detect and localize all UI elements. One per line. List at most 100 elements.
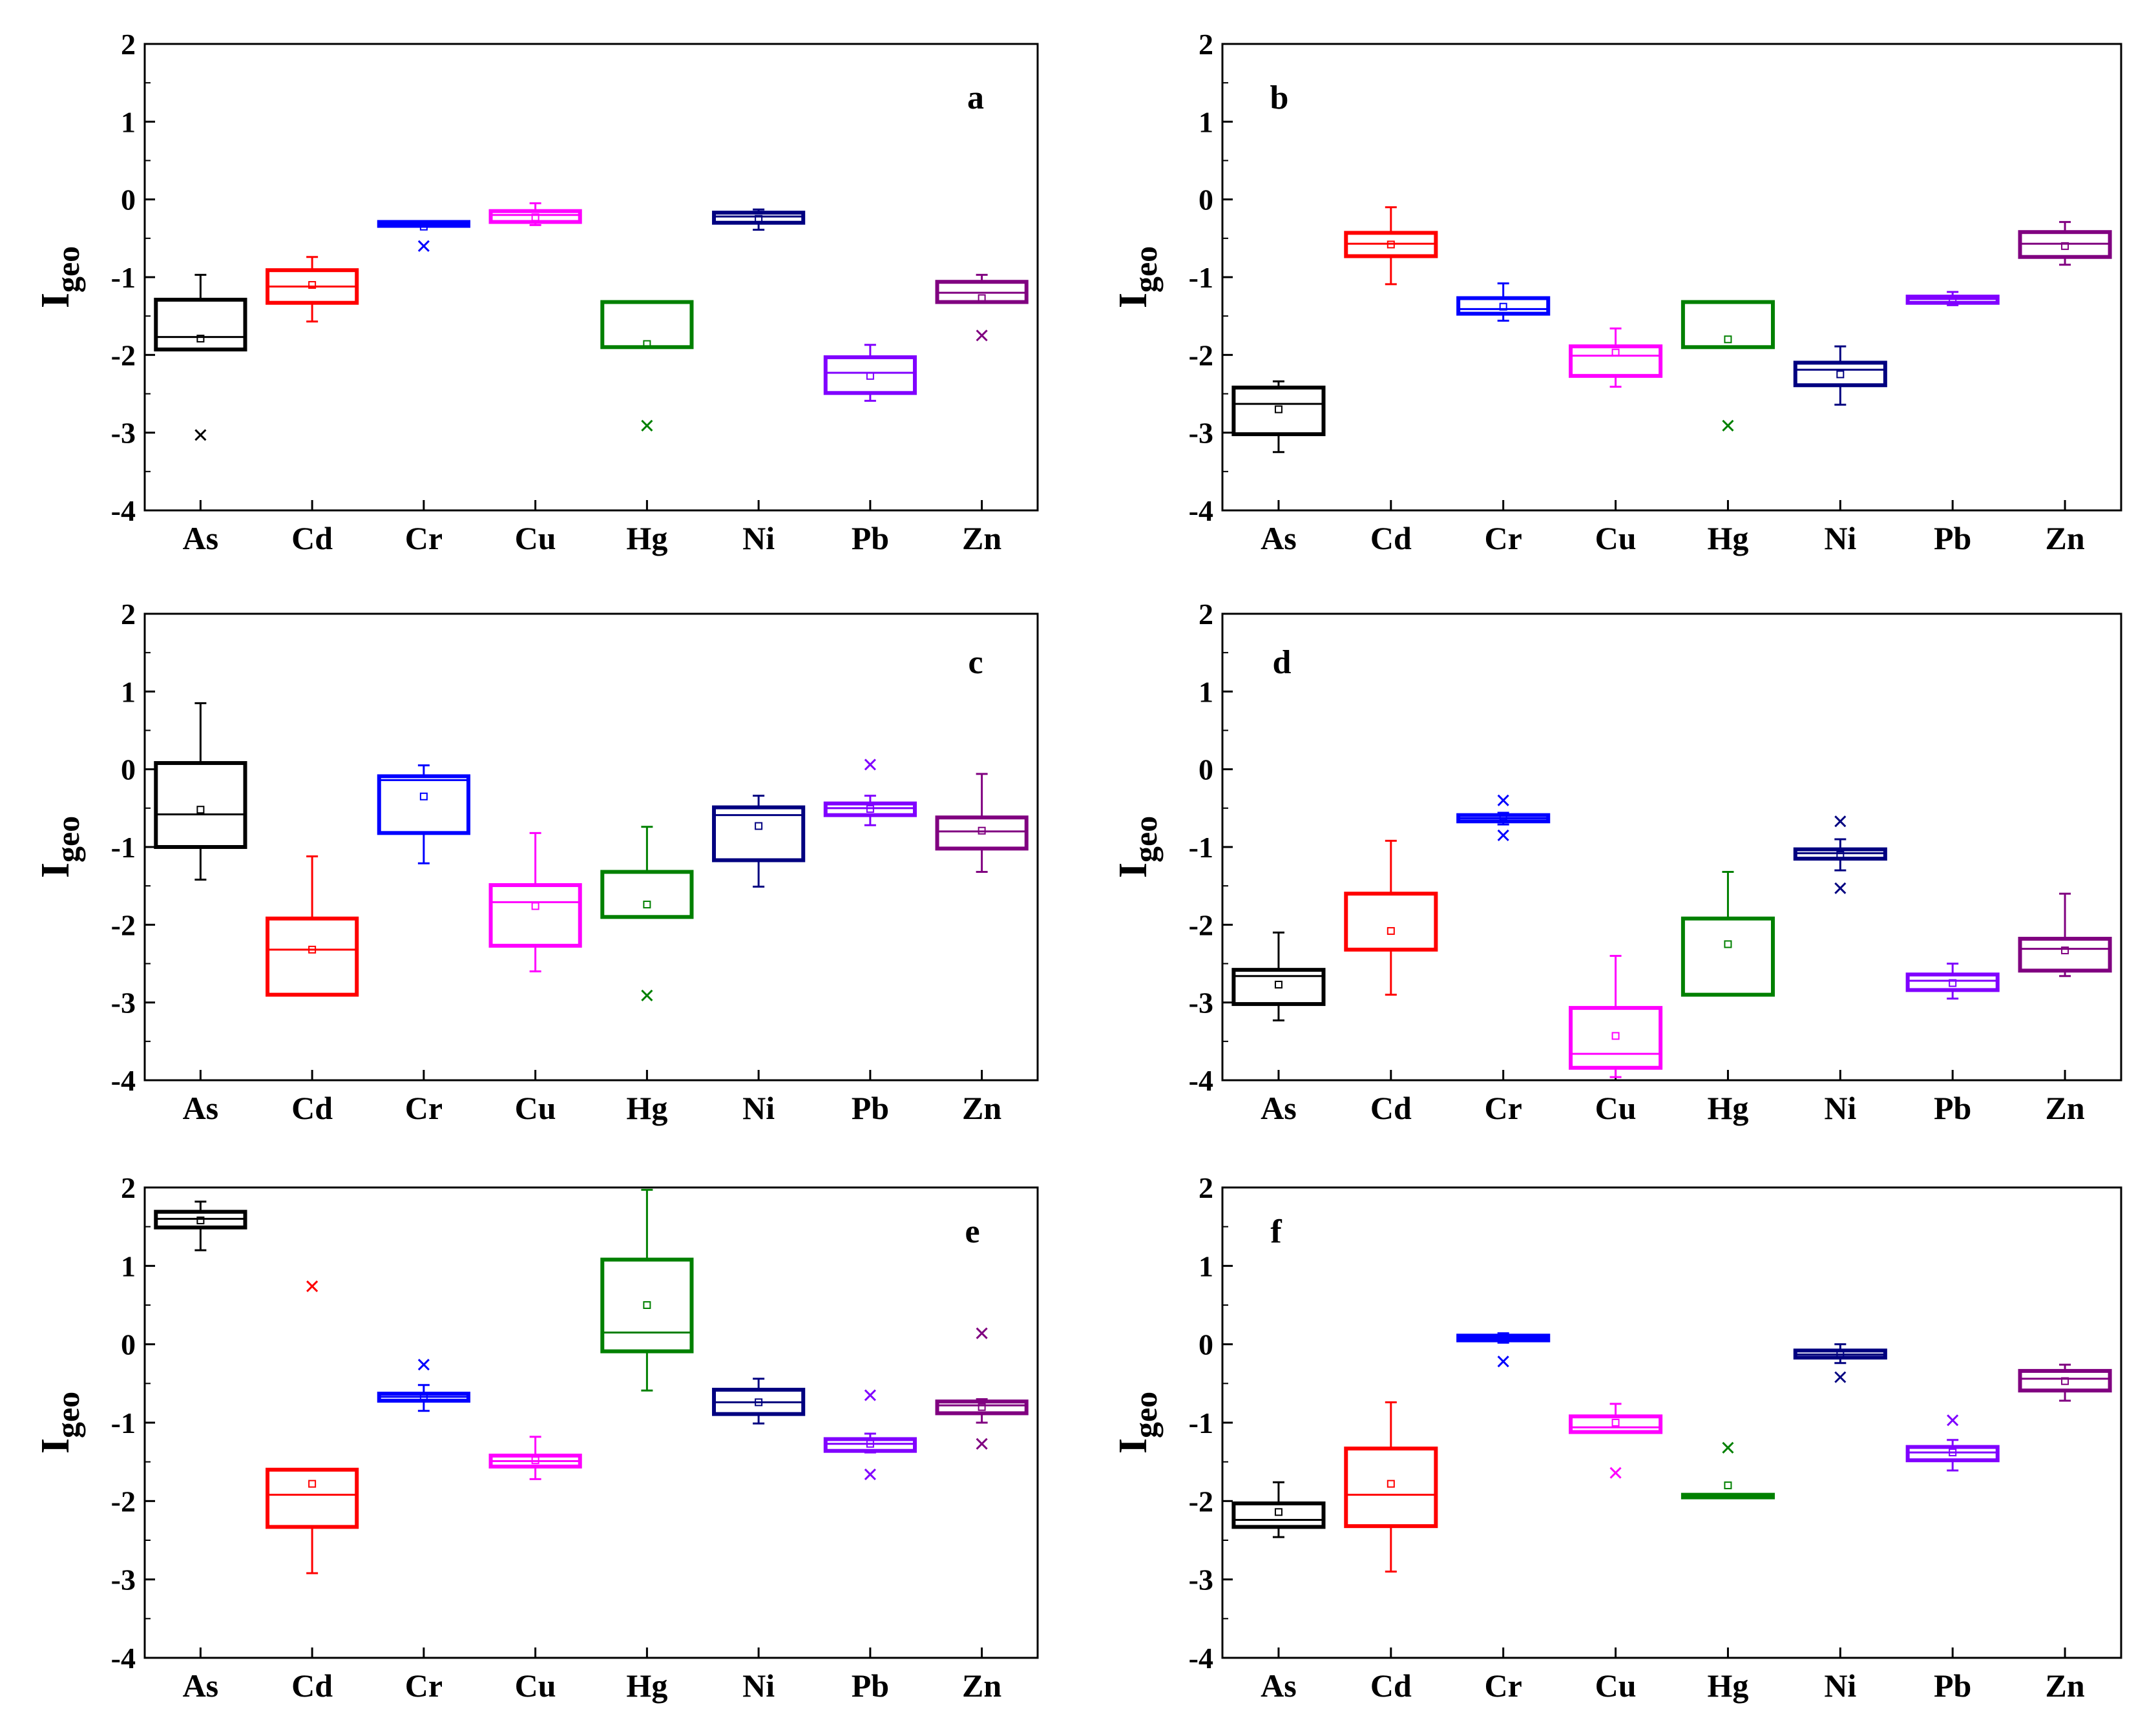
y-axis-label: Igeo (1111, 1392, 1164, 1454)
y-tick-label: -2 (111, 339, 136, 371)
y-tick-label: -4 (1189, 1642, 1213, 1675)
mean-marker (1274, 980, 1283, 988)
mean-marker (978, 1403, 986, 1411)
x-tick-label: Pb (1934, 1668, 1971, 1704)
mean-marker (755, 822, 763, 830)
box-body (935, 815, 1029, 851)
x-tick-label: Cr (405, 1668, 443, 1704)
mean-marker (1499, 302, 1507, 311)
box-Hg: Hg (1681, 300, 1775, 556)
box-Cd: Cd (266, 1280, 359, 1704)
y-tick-label: -3 (1189, 987, 1213, 1020)
mean-marker (1611, 1419, 1620, 1427)
box-Hg: Hg (600, 1189, 694, 1704)
x-tick-label: Ni (742, 1668, 775, 1704)
box-body (2018, 1368, 2112, 1393)
mean-marker (643, 1301, 651, 1309)
mean-marker (866, 1439, 874, 1448)
box-body (266, 916, 359, 997)
y-tick-label: 2 (1199, 598, 1213, 631)
box-body (1231, 1501, 1326, 1529)
x-tick-label: Zn (962, 520, 1001, 556)
mean-marker (978, 826, 986, 835)
x-tick-label: Cu (515, 1668, 556, 1704)
mean-marker (531, 1456, 539, 1465)
box-Ni: Ni (712, 208, 806, 556)
x-tick-label: As (183, 520, 219, 556)
mean-marker (1724, 1481, 1732, 1490)
box-body (488, 209, 582, 224)
mean-marker (308, 945, 317, 954)
box-Cd: Cd (266, 855, 359, 1126)
box-Pb: Pb (823, 1389, 917, 1704)
y-tick-label: -1 (111, 831, 136, 864)
y-tick-label: -1 (1189, 261, 1213, 294)
y-tick-label: 2 (121, 28, 136, 61)
box-body (935, 1399, 1029, 1416)
y-tick-label: -3 (111, 1563, 136, 1596)
box-body (1681, 300, 1775, 350)
box-Cr: Cr (377, 220, 470, 556)
outlier-marker (306, 1280, 319, 1292)
x-tick-label: Cu (1595, 520, 1637, 556)
outlier-marker (864, 1469, 876, 1481)
y-tick-label: 2 (121, 1171, 136, 1204)
y-tick-label: -1 (111, 1407, 136, 1439)
y-axis-label: Igeo (1111, 246, 1164, 308)
y-tick-label: 0 (121, 1328, 136, 1361)
mean-marker (2061, 1377, 2069, 1385)
x-tick-label: Cr (1485, 520, 1522, 556)
y-tick-label: -1 (111, 261, 136, 294)
mean-marker (1949, 1448, 1957, 1457)
mean-marker (1387, 240, 1395, 249)
mean-marker (196, 806, 205, 814)
box-Cr: Cr (377, 764, 470, 1126)
mean-marker (866, 805, 874, 813)
outlier-marker (1497, 1355, 1509, 1368)
panel-letter: b (1270, 79, 1289, 116)
box-Cu: Cu (1569, 954, 1663, 1126)
y-tick-label: -2 (1189, 1485, 1213, 1518)
x-tick-label: Cd (1370, 1090, 1412, 1126)
x-tick-label: Cr (405, 1090, 443, 1126)
outlier-marker (641, 989, 653, 1001)
x-tick-label: Hg (626, 1090, 667, 1126)
y-tick-label: 1 (1199, 105, 1213, 138)
x-tick-label: Pb (852, 520, 889, 556)
box-body (823, 355, 917, 395)
panel-b: -4 -3 -2 -1 0 1 2 Igeo b As Cd Cr Cu Hg Ni Pb Zn (1111, 28, 2122, 556)
outlier-marker (976, 1438, 988, 1450)
y-tick-label: -3 (111, 417, 136, 450)
mean-marker (419, 792, 428, 800)
x-tick-label: Cr (1485, 1668, 1522, 1704)
box-body (1456, 296, 1551, 316)
y-tick-label: 1 (1199, 1250, 1213, 1282)
x-tick-label: Cd (1370, 1668, 1412, 1704)
x-tick-label: As (1261, 1090, 1297, 1126)
box-Pb: Pb (1905, 291, 2000, 556)
mean-marker (1611, 348, 1620, 357)
box-As: As (1231, 380, 1326, 556)
x-tick-label: Hg (1707, 520, 1748, 556)
box-Zn: Zn (2018, 1363, 2112, 1704)
y-tick-label: -4 (1189, 494, 1213, 527)
box-Cr: Cr (1456, 1332, 1551, 1704)
box-body (154, 761, 247, 850)
y-tick-label: 2 (1199, 1171, 1213, 1204)
mean-marker (1499, 1333, 1507, 1342)
mean-marker (1949, 979, 1957, 987)
x-tick-label: Cr (405, 520, 443, 556)
mean-marker (643, 340, 651, 348)
x-tick-label: Zn (962, 1090, 1001, 1126)
box-body (266, 1467, 359, 1529)
mean-marker (1274, 1508, 1283, 1516)
box-Ni: Ni (712, 795, 806, 1126)
x-tick-label: Zn (2045, 1090, 2084, 1126)
x-tick-label: Ni (742, 520, 775, 556)
box-Hg: Hg (1681, 871, 1775, 1126)
box-Zn: Zn (2018, 221, 2112, 556)
box-Cu: Cu (488, 831, 582, 1126)
y-tick-label: -1 (1189, 831, 1213, 864)
box-As: As (154, 702, 247, 1126)
x-tick-label: Pb (852, 1090, 889, 1126)
